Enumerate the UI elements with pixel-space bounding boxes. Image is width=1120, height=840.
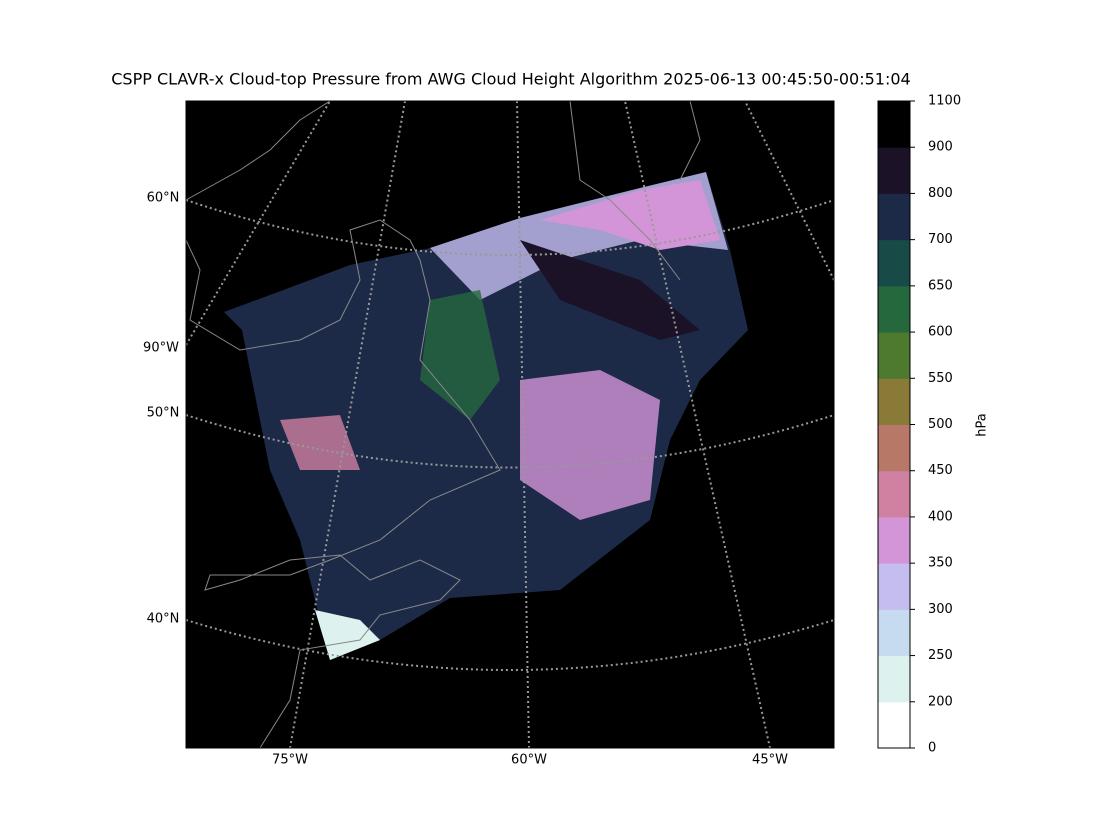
colorbar-segment xyxy=(878,239,910,287)
cloud-patch xyxy=(520,370,660,520)
colorbar-segment xyxy=(878,470,910,518)
colorbar-tick-label: 200 xyxy=(928,694,953,709)
colorbar-segment xyxy=(878,655,910,703)
colorbar-segment xyxy=(878,101,910,148)
colorbar-tick-label: 500 xyxy=(928,417,953,432)
colorbar-tick-label: 450 xyxy=(928,463,953,478)
lat-label: 50°N xyxy=(147,406,180,421)
colorbar-segment xyxy=(878,424,910,472)
cloud-patch xyxy=(315,610,380,660)
colorbar-segment xyxy=(878,332,910,379)
colorbar-segment xyxy=(878,147,910,194)
colorbar-tick-label: 650 xyxy=(928,278,953,293)
colorbar-segment xyxy=(878,378,910,425)
lon-label: 75°W xyxy=(272,753,308,768)
colorbar-tick-label: 550 xyxy=(928,371,953,386)
lon-label: 60°W xyxy=(511,753,547,768)
cloud-patch xyxy=(520,240,700,340)
meridian xyxy=(744,100,835,281)
parallel xyxy=(185,199,835,256)
colorbar-tick-label: 1100 xyxy=(928,94,961,109)
colorbar-tick-label: 800 xyxy=(928,186,953,201)
colorbar-tick-label: 350 xyxy=(928,556,953,571)
colorbar-tick-label: 300 xyxy=(928,602,953,617)
colorbar-tick-label: 700 xyxy=(928,232,953,247)
lat-label: 90°W xyxy=(143,341,179,356)
colorbar-segment xyxy=(878,609,910,657)
meridian xyxy=(185,100,331,346)
meridian xyxy=(624,100,771,749)
map-frame xyxy=(185,100,835,749)
cloud-patch xyxy=(280,415,360,470)
colorbar-tick-label: 900 xyxy=(928,140,953,155)
colorbar-tick-label: 600 xyxy=(928,325,953,340)
colorbar: 0 200 250 300 350 400 450 500 550 600 650 700 800 900… xyxy=(877,94,961,756)
colorbar-segment xyxy=(878,701,910,749)
cloud-patch xyxy=(420,290,500,420)
colorbar-tick-label: 0 xyxy=(928,741,936,756)
lat-label: 40°N xyxy=(147,612,180,627)
colorbar-tick-label: 400 xyxy=(928,509,953,524)
colorbar-tick-label: 250 xyxy=(928,648,953,663)
colorbar-label: hPa xyxy=(975,413,990,436)
colorbar-segment xyxy=(878,285,910,333)
colorbar-segment xyxy=(878,516,910,564)
colorbar-segment xyxy=(878,563,910,610)
lon-label: 45°W xyxy=(752,753,788,768)
map xyxy=(185,100,835,749)
cloud-patch xyxy=(540,180,720,250)
title: CSPP CLAVR-x Cloud-top Pressure from AWG… xyxy=(111,70,910,89)
colorbar-segment xyxy=(878,193,910,241)
coastline xyxy=(185,100,701,749)
lat-label: 60°N xyxy=(147,191,180,206)
